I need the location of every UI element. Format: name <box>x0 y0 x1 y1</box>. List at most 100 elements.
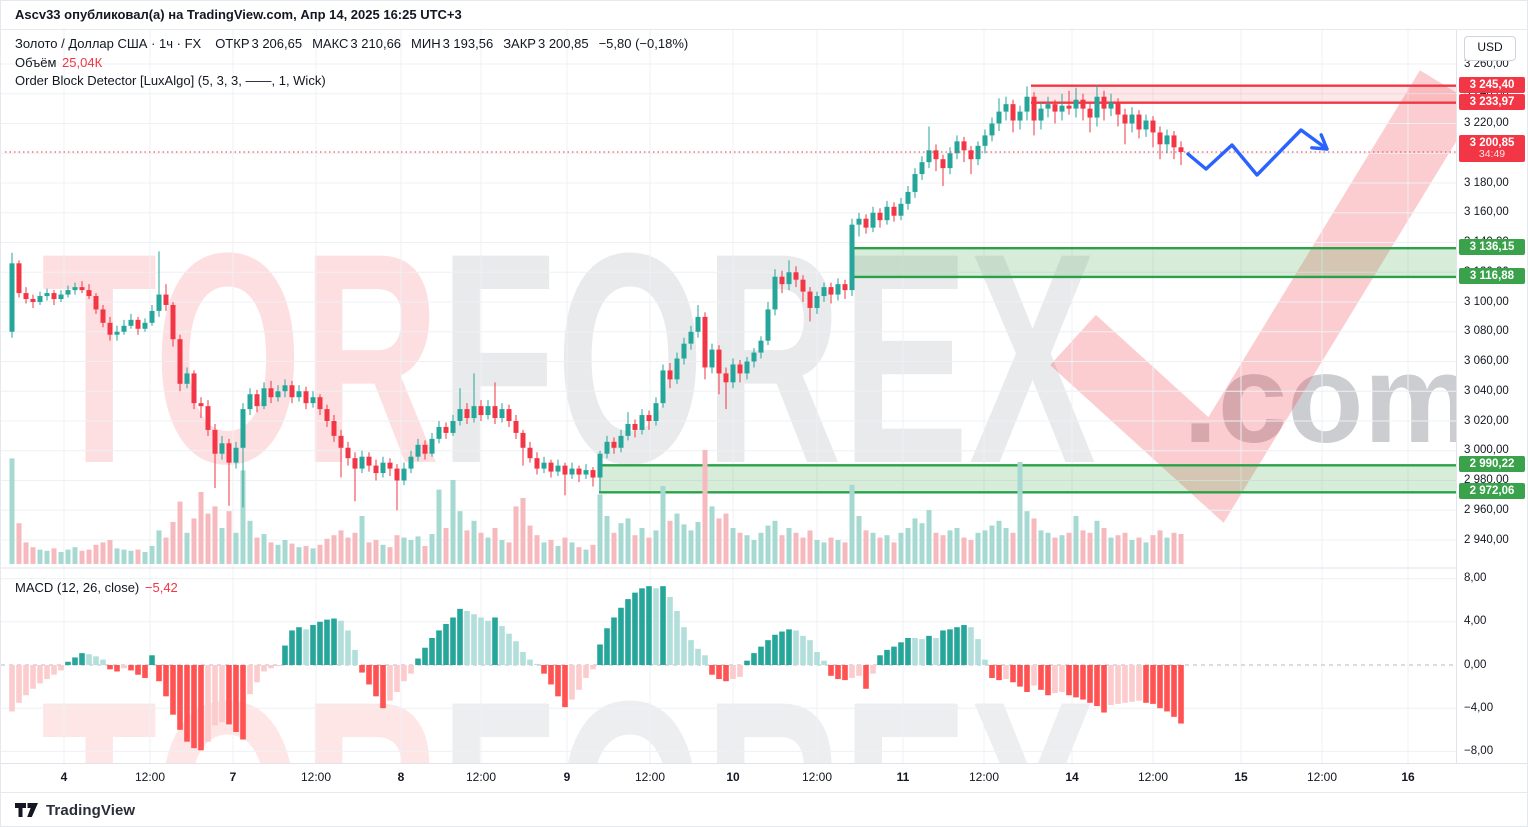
volume-bar <box>296 547 302 564</box>
macd-bar <box>772 634 778 665</box>
macd-bar <box>30 665 36 689</box>
macd-bar <box>828 665 834 676</box>
candle <box>1136 114 1142 130</box>
price-level-badge: 3 233,97 <box>1459 93 1525 110</box>
candle <box>373 465 379 474</box>
indicator-title: Order Block Detector [LuxAlgo] (5, 3, 3,… <box>15 73 326 88</box>
volume-legend-row[interactable]: Объём 25,04К <box>15 55 102 70</box>
symbol-legend-row[interactable]: Золото / Доллар США · 1ч · FX ОТКР 3 206,6… <box>15 36 688 51</box>
candle <box>576 468 582 475</box>
candle <box>394 468 400 481</box>
price-chart-canvas[interactable]: TORFOREXTORFOREX.com <box>1 30 1528 763</box>
volume-bar <box>268 542 274 564</box>
volume-bar <box>324 538 330 564</box>
volume-bar <box>548 540 554 564</box>
macd-bar <box>849 665 855 678</box>
candle <box>387 462 393 469</box>
candle <box>436 426 442 439</box>
volume-bar <box>1080 530 1086 564</box>
candle <box>1017 111 1023 121</box>
macd-bar <box>184 665 190 742</box>
price-axis[interactable]: 3 260,003 240,003 220,003 200,003 180,00… <box>1456 30 1527 763</box>
candle <box>443 426 449 433</box>
candle <box>415 444 421 457</box>
candle <box>338 435 344 448</box>
macd-bar <box>296 627 302 665</box>
volume-bar <box>275 544 281 564</box>
volume-bar <box>289 543 295 564</box>
price-tick-label: 3 180,00 <box>1464 176 1509 189</box>
candle <box>380 462 386 474</box>
volume-bar <box>198 492 204 564</box>
volume-bar <box>170 522 176 564</box>
volume-bar <box>765 525 771 564</box>
volume-bar <box>506 542 512 564</box>
indicator-legend-row[interactable]: Order Block Detector [LuxAlgo] (5, 3, 3,… <box>15 73 326 88</box>
volume-bar <box>1031 518 1037 564</box>
macd-bar <box>303 629 309 665</box>
candle <box>842 284 848 291</box>
macd-bar <box>618 607 624 665</box>
candle <box>121 325 127 332</box>
candle <box>926 150 932 163</box>
candle <box>1115 102 1121 115</box>
volume-bar <box>996 520 1002 564</box>
candle <box>1150 120 1156 133</box>
candle <box>345 447 351 459</box>
macd-bar <box>996 665 1002 681</box>
volume-bar <box>968 540 974 564</box>
chart-pane[interactable]: TORFOREXTORFOREX.com Золото / Доллар США… <box>1 30 1528 763</box>
volume-bar <box>492 528 498 564</box>
volume-bar <box>1143 542 1149 564</box>
volume-bar <box>184 532 190 564</box>
time-tick-day: 14 <box>1065 770 1079 784</box>
time-axis[interactable]: 4 12:00 7 12:00 8 12:00 9 12:00 10 12:00 11 12:00 14… <box>1 763 1527 792</box>
candle <box>100 309 106 323</box>
candle <box>786 272 792 285</box>
candle <box>240 409 246 448</box>
candle <box>681 343 687 359</box>
candle <box>352 458 358 469</box>
volume-bar <box>1171 532 1177 564</box>
time-tick-hour: 12:00 <box>1306 770 1338 784</box>
macd-bar <box>275 665 281 667</box>
macd-bar <box>261 665 267 672</box>
candle <box>618 435 624 448</box>
candle <box>513 421 519 433</box>
tradingview-brand-link[interactable]: TradingView <box>15 801 135 819</box>
macd-bar <box>128 665 134 671</box>
volume-bar <box>569 542 575 564</box>
candle <box>163 294 169 305</box>
volume-bar <box>1003 528 1009 564</box>
candle <box>275 391 281 398</box>
time-tick-hour: 12:00 <box>300 770 332 784</box>
candle <box>723 373 729 383</box>
macd-bar <box>1031 665 1037 686</box>
macd-bar <box>576 665 582 690</box>
macd-bar <box>170 665 176 715</box>
candle <box>23 293 29 300</box>
volume-bar <box>1017 462 1023 564</box>
price-level-badge: 2 990,22 <box>1459 456 1525 473</box>
volume-bar <box>779 535 785 564</box>
volume-bar <box>177 501 183 564</box>
price-tick-label: 3 000,00 <box>1464 444 1509 457</box>
price-level-badge: 3 200,85 34:49 <box>1459 134 1525 162</box>
volume-bar <box>16 523 22 564</box>
high-value: 3 210,66 <box>350 36 402 51</box>
candle <box>737 364 743 374</box>
volume-bar <box>23 542 29 564</box>
volume-bar <box>758 532 764 564</box>
currency-toggle-button[interactable]: USD <box>1464 36 1516 61</box>
volume-bar <box>149 546 155 564</box>
candle <box>268 388 274 398</box>
symbol-title[interactable]: Золото / Доллар США · 1ч · FX <box>15 36 202 51</box>
macd-legend-row[interactable]: MACD (12, 26, close) −5,42 <box>15 580 178 595</box>
projection-arrow[interactable] <box>1186 128 1329 177</box>
volume-bar <box>1045 532 1051 564</box>
macd-bar <box>611 617 617 665</box>
volume-bar <box>695 522 701 564</box>
volume-bar <box>401 537 407 564</box>
time-tick-hour: 12:00 <box>634 770 666 784</box>
volume-bar <box>835 540 841 564</box>
